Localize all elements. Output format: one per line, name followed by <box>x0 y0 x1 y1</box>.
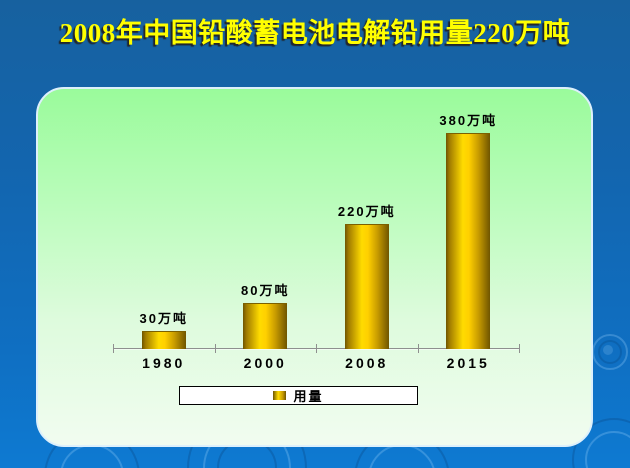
legend-swatch-icon <box>273 391 287 400</box>
legend: 用量 <box>179 386 418 405</box>
legend-label: 用量 <box>293 389 324 404</box>
bar-value-label: 380万吨 <box>439 113 498 128</box>
category-label: 2000 <box>243 355 287 371</box>
bar <box>344 224 389 349</box>
bar-value-label: 220万吨 <box>337 204 396 219</box>
axis-tick <box>316 344 317 353</box>
axis-tick <box>113 344 114 353</box>
bar-value-label: 30万吨 <box>139 311 188 326</box>
axis-tick <box>519 344 520 353</box>
bar-chart: 30万吨 1980 80万吨 2000 220万吨 2008 380万吨 2015 <box>113 89 521 371</box>
bar <box>141 331 186 349</box>
bar-group: 380万吨 2015 <box>418 89 520 371</box>
axis-tick <box>417 344 419 353</box>
bar-value-label: 80万吨 <box>241 283 290 298</box>
category-label: 2015 <box>446 355 490 371</box>
bar <box>243 303 288 349</box>
bar-group: 80万吨 2000 <box>215 89 317 371</box>
bar-group: 220万吨 2008 <box>316 89 418 371</box>
bar <box>446 133 491 349</box>
ripple-decoration <box>60 444 124 468</box>
axis-tick <box>214 344 216 353</box>
ripple-decoration <box>592 334 628 370</box>
ripple-decoration <box>585 431 630 468</box>
ripple-decoration <box>368 444 436 468</box>
bar-group: 30万吨 1980 <box>113 89 215 371</box>
slide-title: 2008年中国铅酸蓄电池电解铅用量220万吨 <box>59 18 571 48</box>
ripple-decoration <box>603 345 613 355</box>
ripple-decoration <box>598 340 622 364</box>
category-label: 1980 <box>142 355 186 371</box>
chart-panel: 30万吨 1980 80万吨 2000 220万吨 2008 380万吨 2015 用量 <box>36 87 593 447</box>
category-label: 2008 <box>345 355 389 371</box>
